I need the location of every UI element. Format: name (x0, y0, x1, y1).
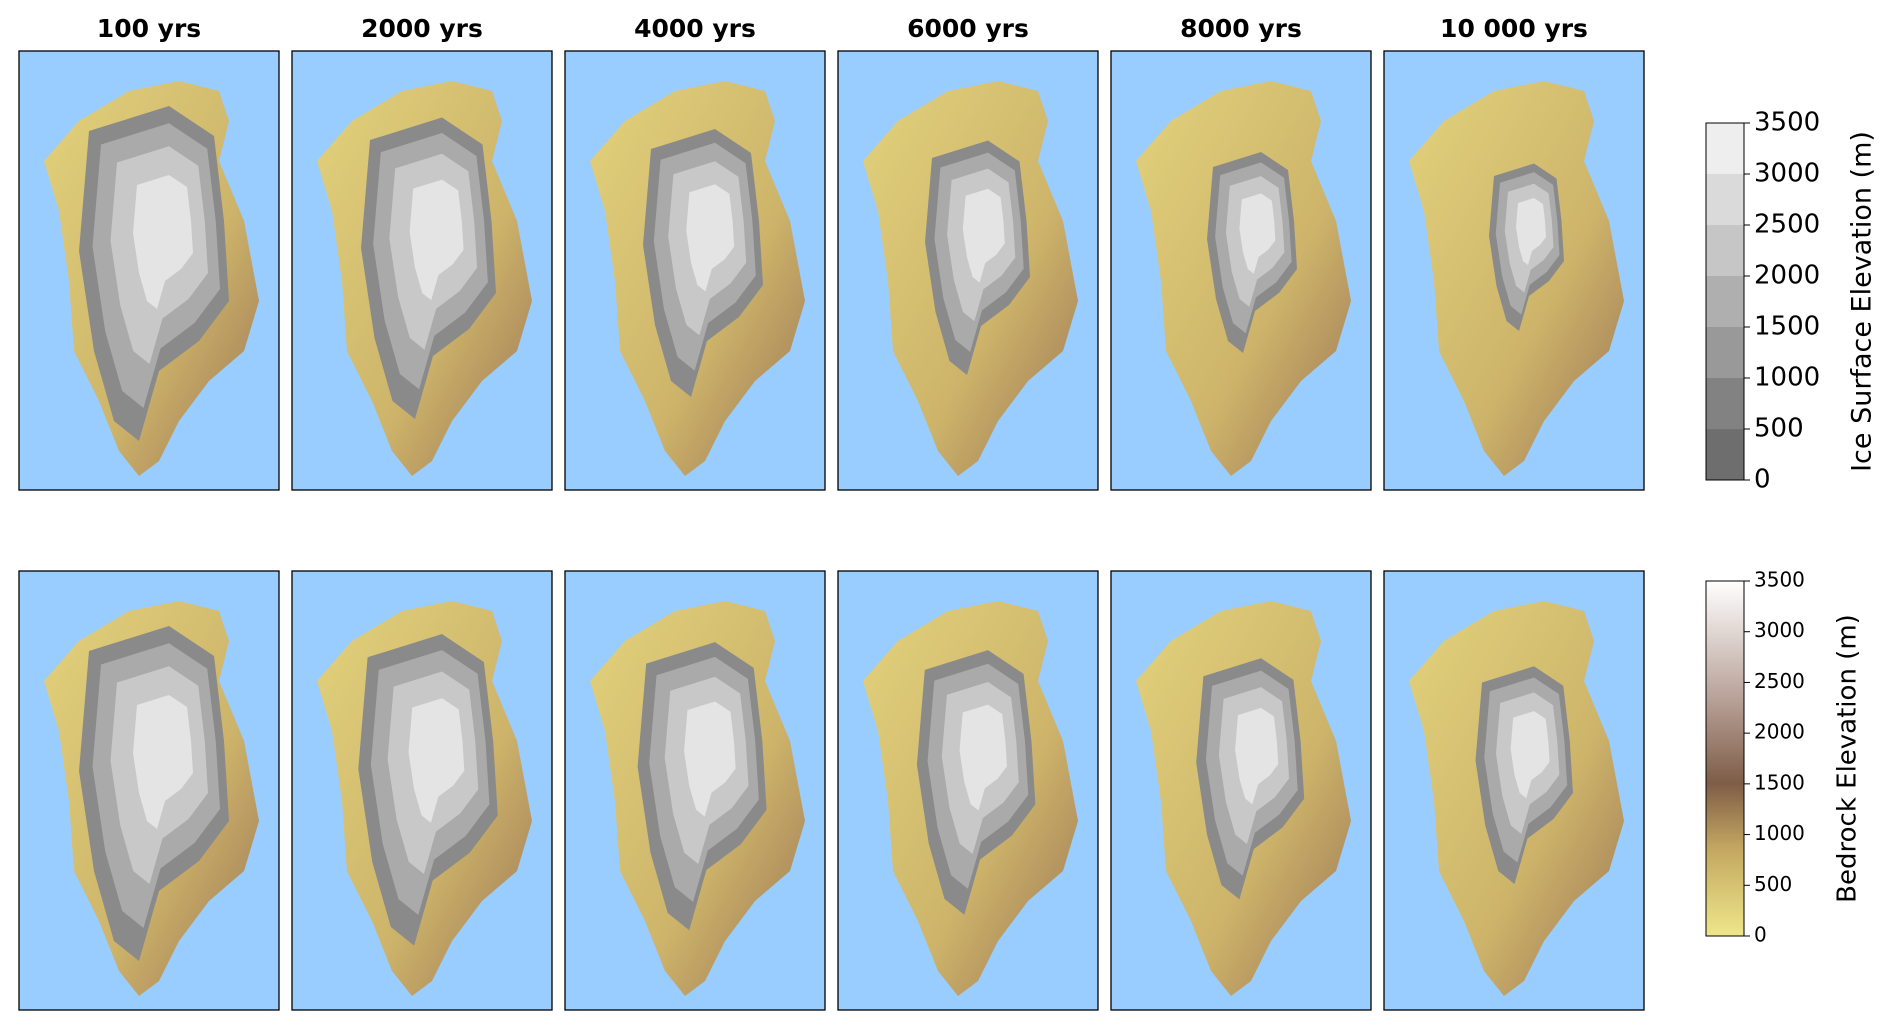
ice-sheet (79, 106, 229, 441)
ice-sheet (361, 117, 496, 419)
ice-contour (133, 175, 193, 309)
colorbar-tick-label: 1000 (1754, 821, 1805, 845)
colorbar-label: Ice Surface Elevation (m) (1847, 131, 1878, 472)
colorbar (1705, 122, 1745, 481)
colorbar (1705, 580, 1745, 937)
ice-contour (962, 188, 1005, 283)
ice-sheet (358, 634, 498, 946)
panel-title: 4000 yrs (634, 14, 756, 43)
colorbar-label: Bedrock Elevation (m) (1833, 614, 1863, 903)
map-panel (1383, 50, 1645, 491)
map-panel (291, 570, 553, 1011)
ice-contour (686, 184, 735, 292)
map-panels: 100 yrs 2000 yrs 4000 yrs 6000 yrs 8000 yrs 1… (18, 14, 1645, 1011)
map-panel (18, 50, 280, 491)
colorbar-tick-label: 2500 (1754, 210, 1820, 240)
ice-contour (1516, 198, 1546, 265)
colorbars: 0 500 1000 1500 2000 2500 3000 3500 Ice Surface … (1705, 108, 1878, 947)
colorbar-tick-label: 3500 (1754, 108, 1820, 138)
panel-title: 100 yrs (97, 14, 201, 43)
ice-contour (133, 695, 193, 829)
map-panel (1110, 570, 1372, 1011)
ice-sheet (925, 140, 1030, 375)
colorbar-tick-label: 500 (1754, 872, 1792, 896)
ice-contour (684, 701, 736, 817)
colorbar-tick-label: 500 (1754, 414, 1804, 444)
map-panel (837, 50, 1099, 491)
colorbar-tick-label: 3000 (1754, 159, 1820, 189)
colorbar-tick-label: 3000 (1754, 618, 1805, 642)
colorbar-tick-label: 0 (1754, 923, 1767, 947)
map-panel (1110, 50, 1372, 491)
map-panel (18, 570, 280, 1011)
ice-contour (409, 179, 464, 301)
ice-sheet (643, 129, 763, 397)
ice-sheet (916, 650, 1036, 915)
colorbar-tick-label: 1500 (1754, 770, 1805, 794)
ice-sheet (79, 626, 229, 961)
colorbar-tick-label: 1500 (1754, 312, 1820, 342)
map-panel (837, 570, 1099, 1011)
ice-contour (1235, 707, 1279, 805)
ice-sheet (1475, 666, 1573, 884)
colorbar-tick-label: 2500 (1754, 669, 1805, 693)
panel-title: 10 000 yrs (1440, 14, 1588, 43)
colorbar-tick-label: 1000 (1754, 363, 1820, 393)
map-panel (1383, 570, 1645, 1011)
panel-title: 6000 yrs (907, 14, 1029, 43)
map-panel (564, 50, 826, 491)
ice-contour (1239, 193, 1276, 274)
panel-title: 8000 yrs (1180, 14, 1302, 43)
colorbar-tick-label: 3500 (1754, 568, 1805, 592)
panel-title: 2000 yrs (361, 14, 483, 43)
ice-sheet (1196, 658, 1305, 900)
ice-sheet (637, 642, 767, 931)
ice-sheet (1489, 163, 1564, 331)
ice-contour (408, 698, 465, 823)
ice-sheet (1207, 152, 1297, 353)
ice-contour (959, 704, 1007, 811)
ice-contour (1510, 711, 1550, 799)
colorbar-tick-label: 2000 (1754, 261, 1820, 291)
map-panel (291, 50, 553, 491)
colorbar-tick-label: 2000 (1754, 720, 1805, 744)
colorbar-tick-label: 0 (1754, 465, 1771, 495)
map-panel (564, 570, 826, 1011)
